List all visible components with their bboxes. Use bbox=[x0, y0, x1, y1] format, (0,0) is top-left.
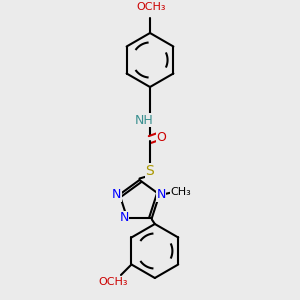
Text: OCH₃: OCH₃ bbox=[98, 277, 128, 287]
Text: NH: NH bbox=[135, 113, 154, 127]
Text: N: N bbox=[112, 188, 121, 201]
Text: N: N bbox=[156, 188, 166, 201]
Text: N: N bbox=[119, 212, 129, 224]
Text: S: S bbox=[146, 164, 154, 178]
Text: CH₃: CH₃ bbox=[170, 187, 191, 196]
Text: O: O bbox=[157, 130, 166, 144]
Text: OCH₃: OCH₃ bbox=[137, 2, 166, 13]
